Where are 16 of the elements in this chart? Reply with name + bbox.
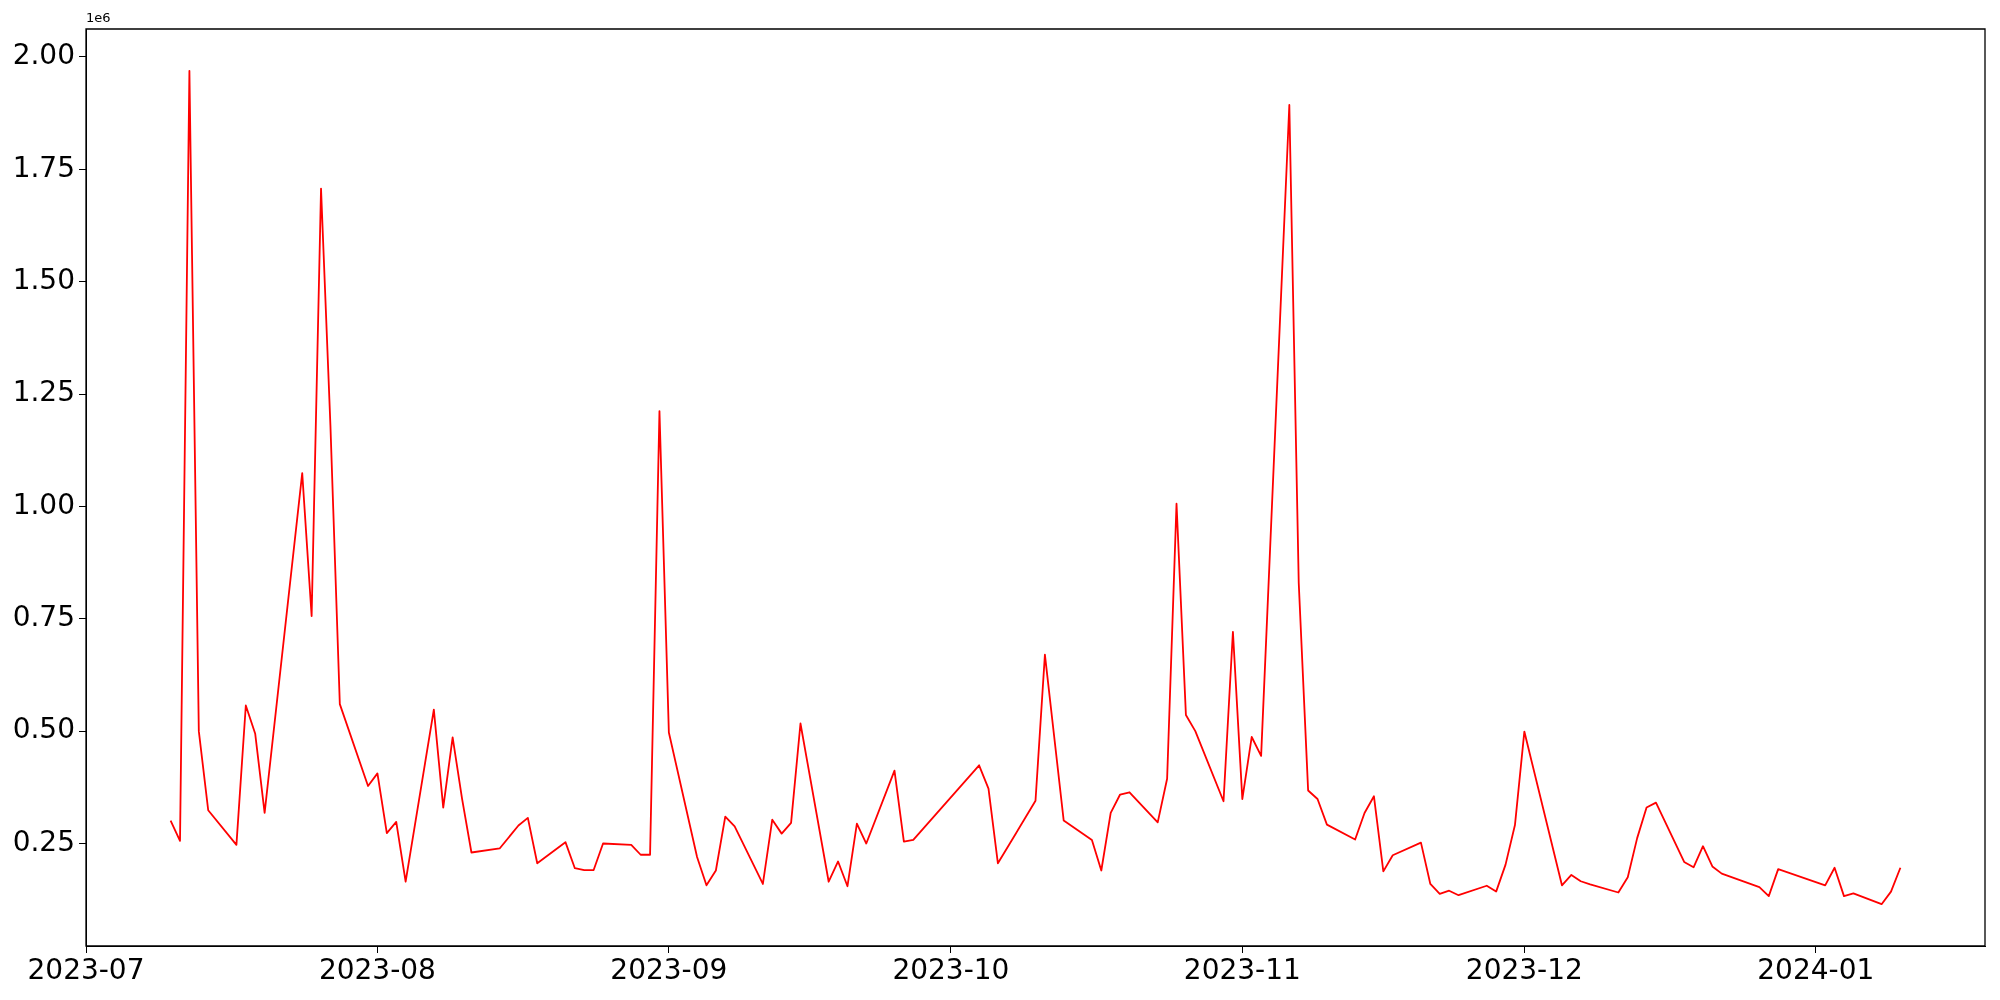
x-tick-label: 2023-07: [27, 953, 145, 987]
y-tick-label: 1.00: [12, 487, 75, 521]
y-tick-label: 2.00: [12, 38, 75, 72]
x-tick-label: 2023-11: [1183, 953, 1301, 987]
x-tick-label: 2024-01: [1757, 953, 1875, 987]
y-tick-label: 1.50: [12, 262, 75, 296]
x-tick-label: 2023-10: [892, 953, 1010, 987]
y-tick-label: 1.75: [12, 150, 75, 184]
x-tick-label: 2023-08: [318, 953, 436, 987]
text: 1e6: [86, 9, 111, 25]
x-tick-label: 2023-12: [1465, 953, 1583, 987]
y-tick-label: 0.25: [12, 824, 75, 858]
x-tick-label: 2023-09: [610, 953, 728, 987]
y-tick-label: 0.50: [12, 712, 75, 746]
y-tick-label: 1.25: [12, 375, 75, 409]
y-tick-label: 0.75: [12, 600, 75, 634]
